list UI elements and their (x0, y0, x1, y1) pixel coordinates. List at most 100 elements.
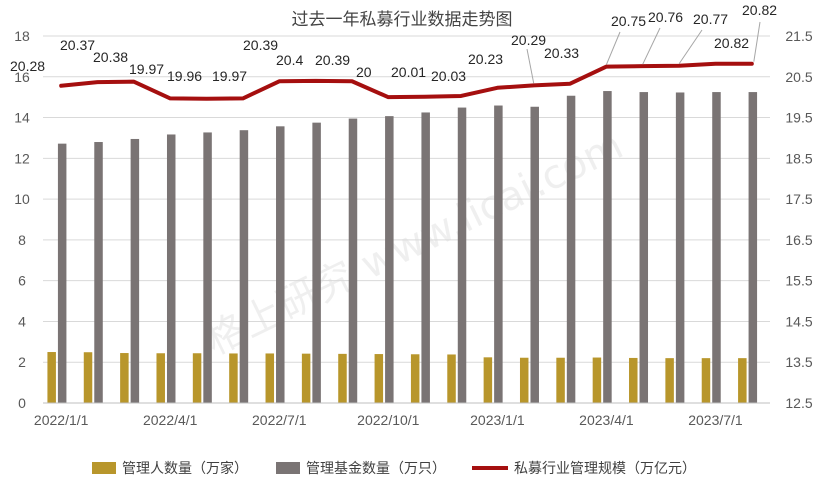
legend-swatch (276, 462, 300, 474)
bar-managers (301, 353, 311, 403)
line-data-label: 20 (356, 64, 372, 80)
bar-managers (483, 357, 493, 403)
right-axis-tick-label: 13.5 (785, 354, 812, 370)
bar-funds (57, 143, 67, 404)
gridlines (43, 35, 770, 363)
bar-managers (192, 353, 202, 403)
bar-series (47, 91, 758, 404)
line-data-label: 20.77 (693, 11, 728, 27)
x-axis-tick-label: 2022/4/1 (143, 412, 198, 428)
bar-funds (712, 92, 721, 403)
line-data-label: 20.4 (276, 52, 303, 68)
bar-managers (374, 354, 384, 403)
right-axis-tick-label: 16.5 (785, 232, 812, 248)
bar-funds (130, 138, 140, 404)
right-axis-tick-label: 18.5 (785, 150, 812, 166)
scale-line (59, 61, 754, 101)
bar-funds (530, 106, 539, 403)
line-data-label: 20.33 (544, 45, 579, 61)
bar-funds (748, 92, 758, 403)
right-axis-tick-label: 14.5 (785, 313, 812, 329)
bar-funds (639, 92, 649, 403)
bar-funds (239, 130, 249, 404)
right-axis-tick-label: 20.5 (785, 69, 812, 85)
legend-entry: 管理人数量（万家） (122, 460, 248, 477)
bar-managers (83, 352, 93, 403)
bar-funds (675, 92, 685, 403)
bar-managers (156, 353, 165, 403)
x-axis-tick-label: 2023/1/1 (470, 412, 525, 428)
line-data-label: 20.82 (742, 2, 777, 18)
left-axis-tick-label: 18 (14, 28, 30, 44)
bar-funds (566, 95, 576, 403)
line-data-label: 20.39 (243, 37, 278, 53)
bar-managers (120, 353, 129, 403)
right-axis-tick-label: 21.5 (785, 28, 812, 44)
right-axis-tick-label: 15.5 (785, 273, 812, 289)
bar-managers (410, 354, 420, 403)
bar-managers (47, 352, 56, 403)
bar-funds (166, 134, 176, 403)
legend-entry: 私募行业管理规模（万亿元） (514, 461, 696, 477)
bar-funds (421, 112, 430, 403)
legend-entry: 管理基金数量（万只） (306, 460, 446, 477)
line-data-label: 20.03 (431, 68, 466, 84)
bar-managers (229, 353, 238, 403)
bar-funds (276, 126, 285, 403)
left-axis-tick-label: 0 (18, 395, 26, 411)
left-axis-tick-label: 2 (18, 354, 26, 370)
line-data-label: 20.82 (714, 35, 749, 51)
left-axis-tick-label: 14 (14, 110, 30, 126)
legend: 管理人数量（万家） 管理基金数量（万只） 私募行业管理规模（万亿元） (92, 460, 696, 477)
line-data-label: 19.97 (129, 61, 164, 77)
line-data-label: 20.23 (468, 51, 503, 67)
line-data-label: 20.76 (648, 9, 683, 25)
bar-managers (665, 358, 674, 403)
right-axis-tick-label: 12.5 (785, 395, 812, 411)
bar-managers (265, 353, 275, 403)
line-data-label: 20.01 (391, 64, 426, 80)
left-axis-tick-label: 16 (14, 69, 30, 85)
line-data-label: 20.39 (315, 52, 350, 68)
bar-managers (629, 357, 638, 403)
x-axis-tick-label: 2022/10/1 (357, 412, 419, 428)
bar-funds (94, 142, 103, 403)
leader-line (753, 21, 761, 62)
left-axis-tick-label: 8 (18, 232, 26, 248)
leader-line (526, 48, 535, 84)
leader-line (678, 29, 703, 65)
bar-funds (385, 116, 394, 404)
chart-title: 过去一年私募行业数据走势图 (292, 10, 513, 30)
bar-managers (338, 353, 347, 403)
axes: 0 2 4 6 8 10 12 14 16 18 12.5 13.5 14.5 15.5 16.5 17.5 1… (14, 28, 813, 428)
right-axis-tick-label: 19.5 (785, 110, 812, 126)
bar-funds (603, 91, 612, 404)
x-axis-tick-label: 2022/1/1 (34, 412, 89, 428)
x-axis-tick-label: 2022/7/1 (252, 412, 307, 428)
bar-managers (701, 358, 711, 403)
left-axis-tick-label: 12 (14, 150, 30, 166)
left-axis-tick-label: 6 (18, 273, 26, 289)
leader-line (642, 27, 661, 65)
x-axis-tick-label: 2023/7/1 (688, 412, 743, 428)
bar-managers (592, 357, 602, 403)
right-axis-tick-label: 17.5 (785, 191, 812, 207)
line-series (59, 61, 754, 101)
leader-line (605, 31, 621, 65)
line-data-label: 20.28 (10, 58, 45, 74)
bar-funds (494, 105, 503, 403)
bar-managers (447, 354, 456, 403)
x-axis-tick-label: 2023/4/1 (579, 412, 634, 428)
bar-funds (203, 132, 212, 403)
line-data-label: 20.38 (93, 49, 128, 65)
bar-managers (556, 357, 565, 403)
left-axis-tick-label: 10 (14, 191, 30, 207)
legend-swatch (92, 462, 116, 474)
line-data-label: 19.96 (167, 68, 202, 84)
bar-funds (312, 122, 321, 404)
line-data-label: 20.37 (60, 37, 95, 53)
bar-managers (738, 358, 747, 403)
